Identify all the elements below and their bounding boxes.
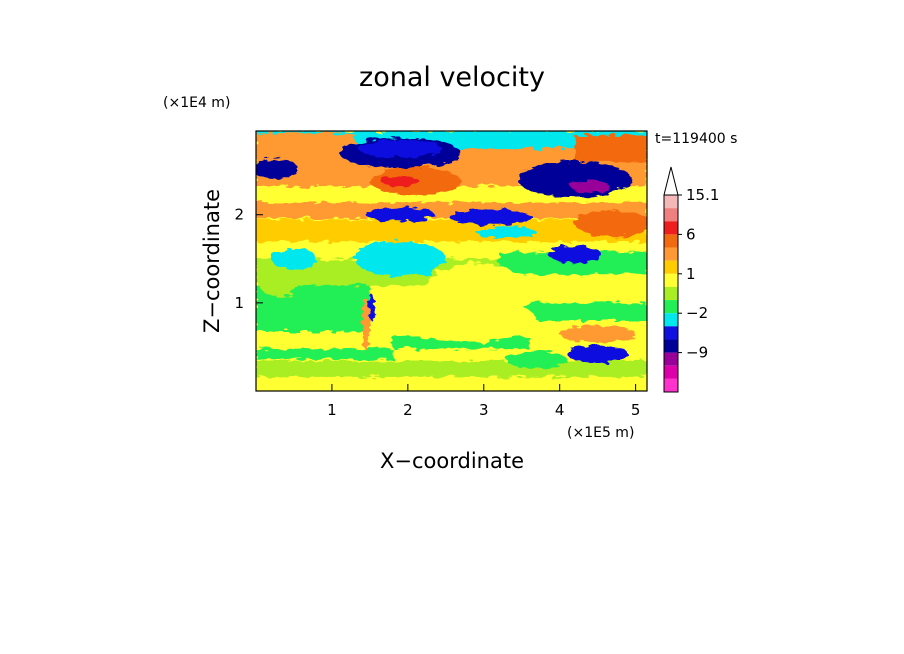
plot-frame: [255, 130, 648, 392]
colorbar-level: [664, 208, 678, 222]
colorbar-level: [664, 313, 678, 327]
blob-streak-blue: [368, 294, 375, 321]
colorbar-level: [664, 300, 678, 314]
colorbar-level: [664, 260, 678, 274]
band-orange: [256, 202, 647, 219]
colorbar-level: [664, 195, 678, 209]
band-bottom-lime: [256, 361, 647, 377]
blob-red-core: [381, 175, 420, 187]
time-label: t=119400 s: [655, 131, 737, 147]
y-axis-unit: (×1E4 m): [163, 95, 230, 111]
blob-left-cyan: [271, 248, 317, 270]
x-tick-label: 5: [631, 401, 641, 419]
colorbar-level: [664, 234, 678, 248]
chart-title: zonal velocity: [359, 62, 545, 93]
contour-field: [256, 131, 647, 391]
colorbar-level: [664, 326, 678, 340]
colorbar-level: [664, 247, 678, 261]
y-tick-label: 1: [234, 294, 244, 312]
x-tick-label: 1: [327, 401, 337, 419]
band-mid-green-right: [514, 302, 647, 321]
blob-left-jet: [256, 158, 298, 180]
y-tick-label: 2: [234, 206, 244, 224]
blob-lower-right-blue: [567, 345, 629, 363]
colorbar-tick-label: −2: [686, 304, 708, 322]
colorbar-frame: [663, 194, 679, 393]
colorbar-level: [664, 286, 678, 301]
blob-upper-jet-core: [358, 139, 443, 158]
x-tick-label: 3: [479, 401, 489, 419]
blob-right-blue: [548, 245, 602, 264]
colorbar-level: [664, 378, 678, 392]
colorbar-level: [664, 221, 678, 235]
colorbar-level: [664, 339, 678, 353]
colorbar-level: [664, 352, 678, 366]
x-tick-label: 4: [555, 401, 565, 419]
band-gold: [256, 219, 647, 242]
x-tick-label: 2: [403, 401, 413, 419]
blob-left-lime: [259, 274, 298, 296]
x-axis-label: X−coordinate: [380, 449, 524, 473]
blob-center-yellow-2: [400, 298, 537, 343]
blob-lower-green: [506, 351, 568, 369]
colorbar-tick-label: 6: [686, 225, 696, 243]
colorbar-tick-label: 15.1: [686, 186, 719, 204]
colorbar: 15.1 6 1 −2 −9: [663, 166, 719, 393]
band-mid-green-right-2: [498, 252, 647, 275]
blob-mid-jet: [449, 209, 534, 226]
blob-right-jet: [517, 161, 632, 198]
band-low-green: [256, 348, 393, 360]
colorbar-tick-label: 1: [686, 265, 696, 283]
colorbar-extend-arrow: [663, 166, 679, 196]
band-top-right-orange: [574, 135, 647, 162]
y-axis: 12: [234, 206, 263, 312]
colorbar-level: [664, 365, 678, 379]
blob-streak-orange: [362, 298, 370, 352]
blob-right-purple: [571, 180, 610, 193]
blob-mid-jet-left: [366, 207, 435, 222]
y-axis-label: Z−coordinate: [200, 189, 224, 333]
blob-mid-right-orange: [574, 210, 647, 237]
colorbar-level: [664, 273, 678, 287]
blob-mid-cyan-2: [354, 241, 446, 277]
colorbar-tick-label: −9: [686, 344, 708, 362]
blob-mid-cyan: [476, 226, 537, 239]
blob-lower-right-orange: [559, 324, 636, 343]
x-axis-unit: (×1E5 m): [567, 425, 634, 441]
x-axis: 1 2 3 4 5: [327, 384, 640, 419]
